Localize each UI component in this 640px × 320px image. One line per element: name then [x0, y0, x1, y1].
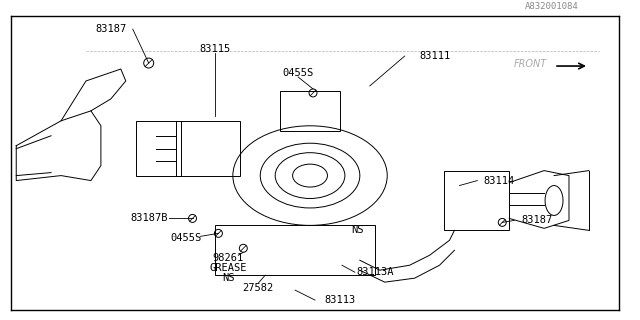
Text: 83111: 83111: [419, 51, 450, 61]
Text: FRONT: FRONT: [514, 59, 547, 69]
Text: 98261: 98261: [212, 253, 244, 263]
Text: 0455S: 0455S: [282, 68, 314, 78]
Text: 83187: 83187: [522, 215, 553, 225]
Text: 83187B: 83187B: [130, 213, 168, 223]
Text: NS: NS: [222, 273, 235, 283]
Text: GREASE: GREASE: [210, 263, 247, 273]
Text: 0455S: 0455S: [170, 233, 201, 243]
Text: A832001084: A832001084: [525, 2, 579, 11]
Text: 83187: 83187: [95, 24, 127, 34]
Text: 83114: 83114: [484, 176, 515, 186]
Text: 83113A: 83113A: [356, 267, 394, 277]
Text: 83113: 83113: [324, 295, 356, 305]
Text: 27582: 27582: [243, 283, 274, 293]
Text: NS: NS: [351, 225, 364, 236]
Text: 83115: 83115: [200, 44, 231, 54]
